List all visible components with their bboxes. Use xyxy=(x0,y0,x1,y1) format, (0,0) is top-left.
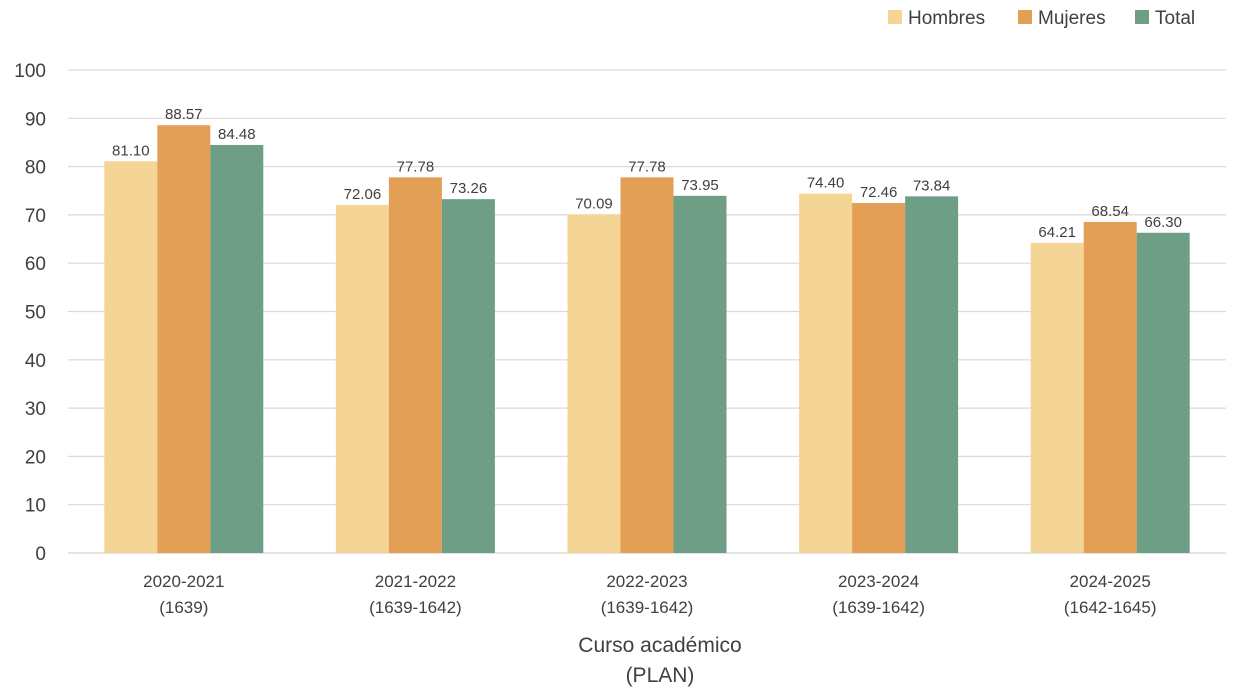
x-tick-label: (1642-1645) xyxy=(1064,598,1157,617)
x-tick-label: 2020-2021 xyxy=(143,572,224,591)
bar-total xyxy=(905,196,959,554)
data-label: 73.84 xyxy=(913,177,951,194)
y-tick-label: 50 xyxy=(25,303,46,324)
legend-label-total: Total xyxy=(1155,8,1195,29)
x-tick-label: 2021-2022 xyxy=(375,572,456,591)
data-label: 84.48 xyxy=(218,126,256,143)
x-tick-label: (1639) xyxy=(159,598,208,617)
bar-hombres xyxy=(335,204,389,553)
data-label: 70.09 xyxy=(575,195,613,212)
data-label: 72.46 xyxy=(860,184,898,201)
y-tick-label: 40 xyxy=(25,351,46,372)
data-label: 77.78 xyxy=(628,158,666,175)
y-tick-label: 10 xyxy=(25,496,46,517)
bar-mujeres xyxy=(1083,221,1137,554)
y-tick-label: 80 xyxy=(25,158,46,179)
bar-mujeres xyxy=(852,203,906,554)
bar-total xyxy=(210,144,264,553)
bar-hombres xyxy=(104,161,158,554)
x-axis-title: Curso académico (PLAN) xyxy=(578,634,741,687)
y-axis-tick-labels: 0 10 20 30 40 50 60 70 80 90 100 xyxy=(14,61,46,565)
data-labels: 81.10 88.57 84.48 72.06 77.78 73.26 70.09 77.78… xyxy=(112,106,1182,241)
data-label: 81.10 xyxy=(112,142,150,159)
data-label: 73.95 xyxy=(681,177,719,194)
x-tick-label: 2023-2024 xyxy=(838,572,919,591)
bar-mujeres xyxy=(388,177,442,553)
data-label: 74.40 xyxy=(807,175,845,192)
y-tick-label: 90 xyxy=(25,109,46,130)
y-tick-label: 70 xyxy=(25,206,46,227)
legend-label-hombres: Hombres xyxy=(908,8,985,29)
bars xyxy=(104,125,1190,554)
x-tick-label: (1639-1642) xyxy=(832,598,925,617)
data-label: 66.30 xyxy=(1144,214,1182,231)
bar-mujeres xyxy=(620,177,674,553)
data-label: 68.54 xyxy=(1091,203,1129,220)
y-tick-label: 30 xyxy=(25,399,46,420)
data-label: 77.78 xyxy=(397,158,435,175)
legend-label-mujeres: Mujeres xyxy=(1038,8,1106,29)
legend-swatch-total xyxy=(1135,10,1149,24)
data-label: 64.21 xyxy=(1038,224,1076,241)
x-tick-label: (1639-1642) xyxy=(601,598,694,617)
x-tick-label: 2024-2025 xyxy=(1070,572,1151,591)
legend-swatch-mujeres xyxy=(1018,10,1032,24)
x-axis-title-line: (PLAN) xyxy=(626,664,695,687)
bar-mujeres xyxy=(157,125,211,553)
legend: Hombres Mujeres Total xyxy=(888,8,1195,29)
bar-total xyxy=(1136,232,1190,553)
x-tick-label: 2022-2023 xyxy=(606,572,687,591)
bar-total xyxy=(673,195,727,553)
x-tick-label: (1639-1642) xyxy=(369,598,462,617)
y-tick-label: 60 xyxy=(25,254,46,275)
data-label: 72.06 xyxy=(344,186,382,203)
y-tick-label: 0 xyxy=(35,544,46,565)
bar-hombres xyxy=(1030,242,1084,553)
bar-hombres xyxy=(799,193,853,553)
y-tick-label: 20 xyxy=(25,447,46,468)
x-axis-category-labels: 2020-2021 (1639) 2021-2022 (1639-1642) 2022-… xyxy=(143,572,1156,617)
y-tick-label: 100 xyxy=(14,61,46,82)
bar-total xyxy=(441,199,495,553)
data-label: 73.26 xyxy=(450,180,488,197)
bar-hombres xyxy=(567,214,621,553)
legend-swatch-hombres xyxy=(888,10,902,24)
data-label: 88.57 xyxy=(165,106,203,123)
x-axis-title-line: Curso académico xyxy=(578,634,741,657)
